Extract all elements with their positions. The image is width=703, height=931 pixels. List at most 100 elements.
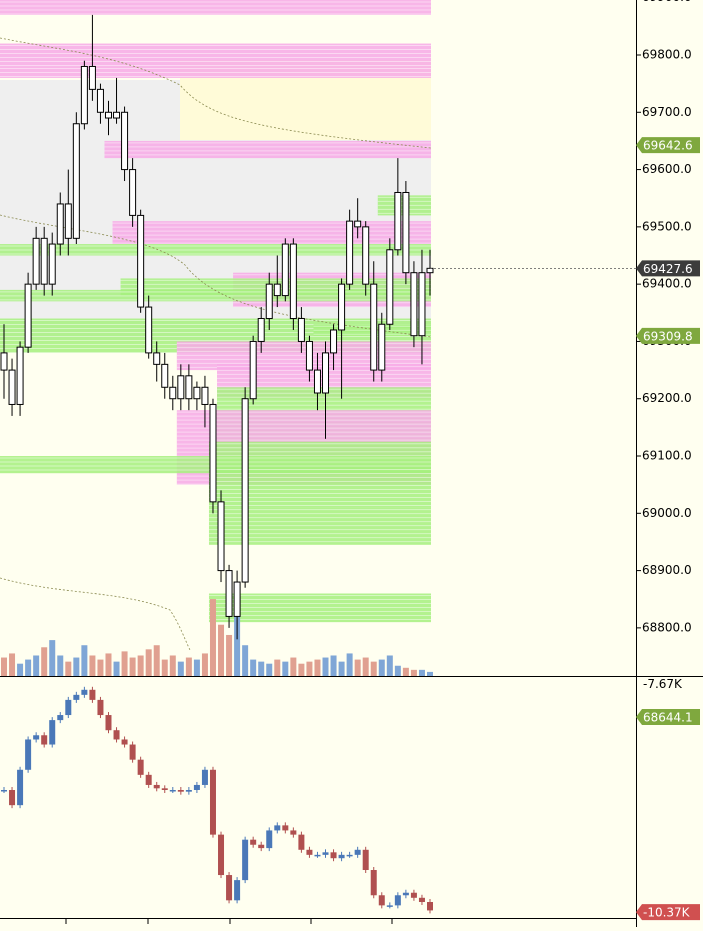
price-tag-label: 69427.6 [643, 262, 693, 276]
candle-body [394, 191, 402, 251]
candle-body [346, 220, 354, 285]
candle-body [16, 346, 24, 405]
delta-candle [1, 790, 7, 792]
band-line [0, 577, 191, 651]
volume-bar [33, 655, 40, 676]
volume-bar [314, 659, 321, 676]
delta-candle [274, 825, 281, 831]
price-tag [636, 327, 700, 344]
candle-body [193, 386, 201, 400]
volume-bar [105, 653, 112, 676]
delta-candle [137, 759, 144, 775]
candle-body [217, 501, 225, 572]
delta-candle [33, 735, 40, 740]
candles [0, 14, 434, 914]
y-tick-label: 69900.0 [642, 0, 692, 4]
delta-candle [346, 854, 353, 857]
candle-body [32, 237, 40, 285]
volume-bar [386, 655, 393, 676]
delta-candle [370, 870, 377, 896]
delta-candle [41, 735, 48, 745]
volume-bar [129, 657, 136, 676]
volume-bar [97, 659, 104, 676]
price-tag [636, 260, 700, 277]
candle-body [96, 88, 104, 113]
candle-body [169, 386, 177, 400]
delta-candle [129, 744, 136, 760]
volume-bar [161, 659, 168, 676]
axis-labels: 68800.068900.069000.069100.069200.069300… [430, 0, 700, 921]
zone [0, 244, 431, 256]
delta-top-label: -7.67K [643, 677, 683, 691]
zone [112, 221, 431, 245]
candle-body [281, 243, 289, 297]
candle-body [121, 111, 129, 171]
delta-candle [201, 769, 208, 785]
volume-bar [306, 661, 313, 676]
delta-candle [209, 769, 216, 835]
price-tag-label: 69309.8 [643, 329, 693, 343]
delta-candle [169, 790, 176, 792]
price-tag [636, 137, 700, 154]
candle-body [88, 65, 96, 90]
zone [0, 66, 431, 78]
candle-body [48, 243, 56, 285]
volume-bar [427, 671, 433, 676]
volume-bar [266, 663, 273, 676]
delta-candle [322, 852, 329, 855]
volume-bar [218, 624, 225, 676]
candle-body [241, 398, 249, 583]
candle-body [305, 340, 313, 371]
delta-candle [306, 849, 313, 855]
candle-body [209, 403, 217, 503]
volume-bar [185, 657, 192, 676]
y-tick-label: 69100.0 [642, 449, 692, 463]
volume-bar [418, 669, 425, 676]
y-tick-label: 69200.0 [642, 391, 692, 405]
volume-bar [410, 669, 417, 676]
volume-bar [89, 655, 96, 676]
delta-candle [266, 830, 273, 849]
volume-bar [145, 649, 152, 676]
volume-bar [153, 645, 160, 676]
candle-body [249, 340, 257, 400]
candle-body [273, 283, 281, 297]
delta-candle [25, 739, 32, 770]
volume-bar [226, 634, 233, 676]
volume-bar [9, 653, 16, 676]
candle-body [8, 369, 16, 405]
delta-candle [177, 790, 184, 792]
candle-body [313, 369, 321, 394]
volume-bar [201, 653, 208, 676]
volume-bar [57, 655, 64, 676]
candle-body [402, 191, 410, 274]
candle-body [161, 363, 169, 388]
volume-bar [362, 657, 369, 676]
delta-candle [258, 844, 265, 849]
volume-bar [113, 661, 120, 676]
delta-candle [113, 730, 120, 740]
candle-body [104, 111, 112, 119]
y-tick-label: 69700.0 [642, 105, 692, 119]
volume-bar [290, 657, 297, 676]
candle-body [225, 570, 233, 617]
delta-candle [89, 689, 96, 700]
volume-bar [346, 653, 353, 676]
volume-bar [65, 661, 72, 676]
volume-bar [274, 659, 281, 676]
delta-candle [234, 880, 241, 901]
candle-body [354, 220, 362, 228]
volume-bar [402, 667, 409, 676]
delta-candle [282, 825, 289, 831]
price-tag-label: 68644.1 [643, 711, 693, 725]
zone [104, 140, 431, 159]
candle-body [289, 243, 297, 320]
candle-body [410, 272, 418, 337]
delta-candle [242, 839, 249, 881]
volume-bar [73, 657, 80, 676]
zone [0, 43, 431, 67]
volume-bar [193, 659, 200, 676]
delta-candle [338, 854, 345, 859]
candle-body [257, 318, 265, 342]
